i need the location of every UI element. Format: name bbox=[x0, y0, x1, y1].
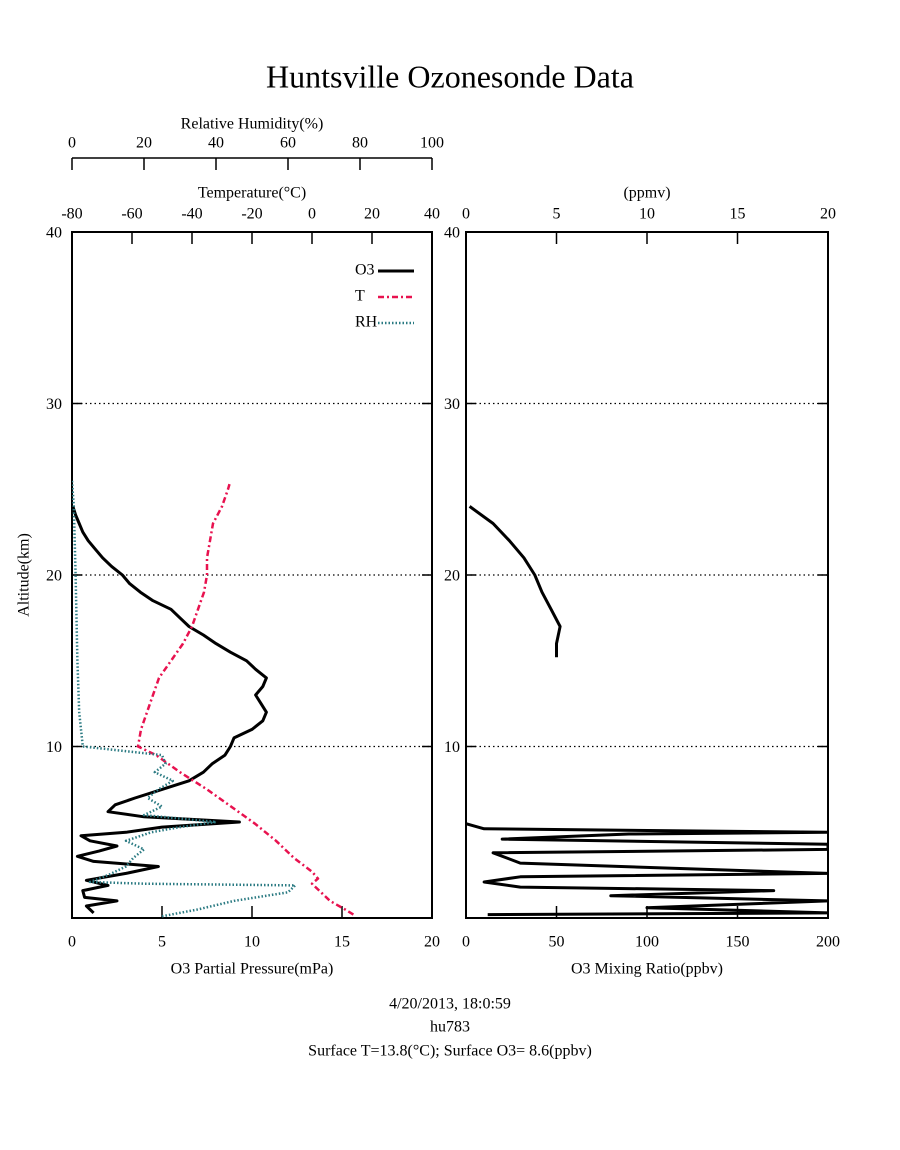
x-tick-label: 0 bbox=[462, 206, 470, 223]
x-axis-label: O3 Partial Pressure(mPa) bbox=[171, 961, 334, 978]
x-tick-label: 40 bbox=[424, 206, 440, 223]
y-tick-label: 40 bbox=[46, 225, 62, 242]
x-axis-label: Relative Humidity(%) bbox=[181, 116, 324, 133]
plot-frame bbox=[71, 231, 433, 919]
y-tick-label: 40 bbox=[444, 225, 460, 242]
x-tick-label: 50 bbox=[549, 934, 565, 951]
y-tick-label: 20 bbox=[444, 568, 460, 585]
x-axis-label: Temperature(°C) bbox=[198, 185, 306, 202]
x-tick-label: 15 bbox=[730, 206, 746, 223]
x-tick-label: -80 bbox=[61, 206, 82, 223]
y-tick-label: 10 bbox=[444, 739, 460, 756]
x-tick-label: 0 bbox=[308, 206, 316, 223]
x-tick-label: 60 bbox=[280, 135, 296, 152]
legend-label: O3 bbox=[355, 262, 375, 279]
plot-area bbox=[466, 505, 828, 917]
x-tick-label: 10 bbox=[639, 206, 655, 223]
plot-frame bbox=[465, 231, 829, 919]
x-tick-label: 40 bbox=[208, 135, 224, 152]
y-tick-label: 30 bbox=[444, 396, 460, 413]
x-tick-label: 80 bbox=[352, 135, 368, 152]
profile-line bbox=[468, 505, 562, 658]
x-axis-label: O3 Mixing Ratio(ppbv) bbox=[571, 961, 723, 978]
x-tick-label: 5 bbox=[158, 934, 166, 951]
legend-label: RH bbox=[355, 314, 378, 331]
x-tick-label: 5 bbox=[553, 206, 561, 223]
x-tick-label: -40 bbox=[181, 206, 202, 223]
x-tick-label: 20 bbox=[424, 934, 440, 951]
chart-title: Huntsville Ozonesonde Data bbox=[266, 58, 634, 94]
x-tick-label: 200 bbox=[816, 934, 840, 951]
legend-label: T bbox=[355, 288, 365, 305]
y-tick-label: 10 bbox=[46, 739, 62, 756]
x-tick-label: 150 bbox=[726, 934, 750, 951]
x-axis-label: (ppmv) bbox=[623, 185, 670, 202]
x-tick-label: 100 bbox=[420, 135, 444, 152]
x-tick-label: 20 bbox=[136, 135, 152, 152]
plot-area bbox=[72, 480, 355, 918]
y-tick-label: 30 bbox=[46, 396, 62, 413]
y-axis-label: Altitude(km) bbox=[16, 533, 33, 617]
x-tick-label: 20 bbox=[820, 206, 836, 223]
x-tick-label: 0 bbox=[68, 934, 76, 951]
x-tick-label: 100 bbox=[635, 934, 659, 951]
x-tick-label: 15 bbox=[334, 934, 350, 951]
profile-line bbox=[72, 480, 297, 918]
footer-surface: Surface T=13.8(°C); Surface O3= 8.6(ppbv… bbox=[308, 1043, 592, 1060]
x-tick-label: 10 bbox=[244, 934, 260, 951]
x-tick-label: -20 bbox=[241, 206, 262, 223]
footer-id: hu783 bbox=[430, 1019, 470, 1036]
y-tick-label: 20 bbox=[46, 568, 62, 585]
profile-line bbox=[72, 505, 268, 914]
profile-line bbox=[466, 822, 828, 917]
x-tick-label: -60 bbox=[121, 206, 142, 223]
footer-date: 4/20/2013, 18:0:59 bbox=[389, 996, 511, 1013]
x-tick-label: 20 bbox=[364, 206, 380, 223]
x-tick-label: 0 bbox=[68, 135, 76, 152]
profile-line bbox=[136, 483, 355, 916]
x-tick-label: 0 bbox=[462, 934, 470, 951]
